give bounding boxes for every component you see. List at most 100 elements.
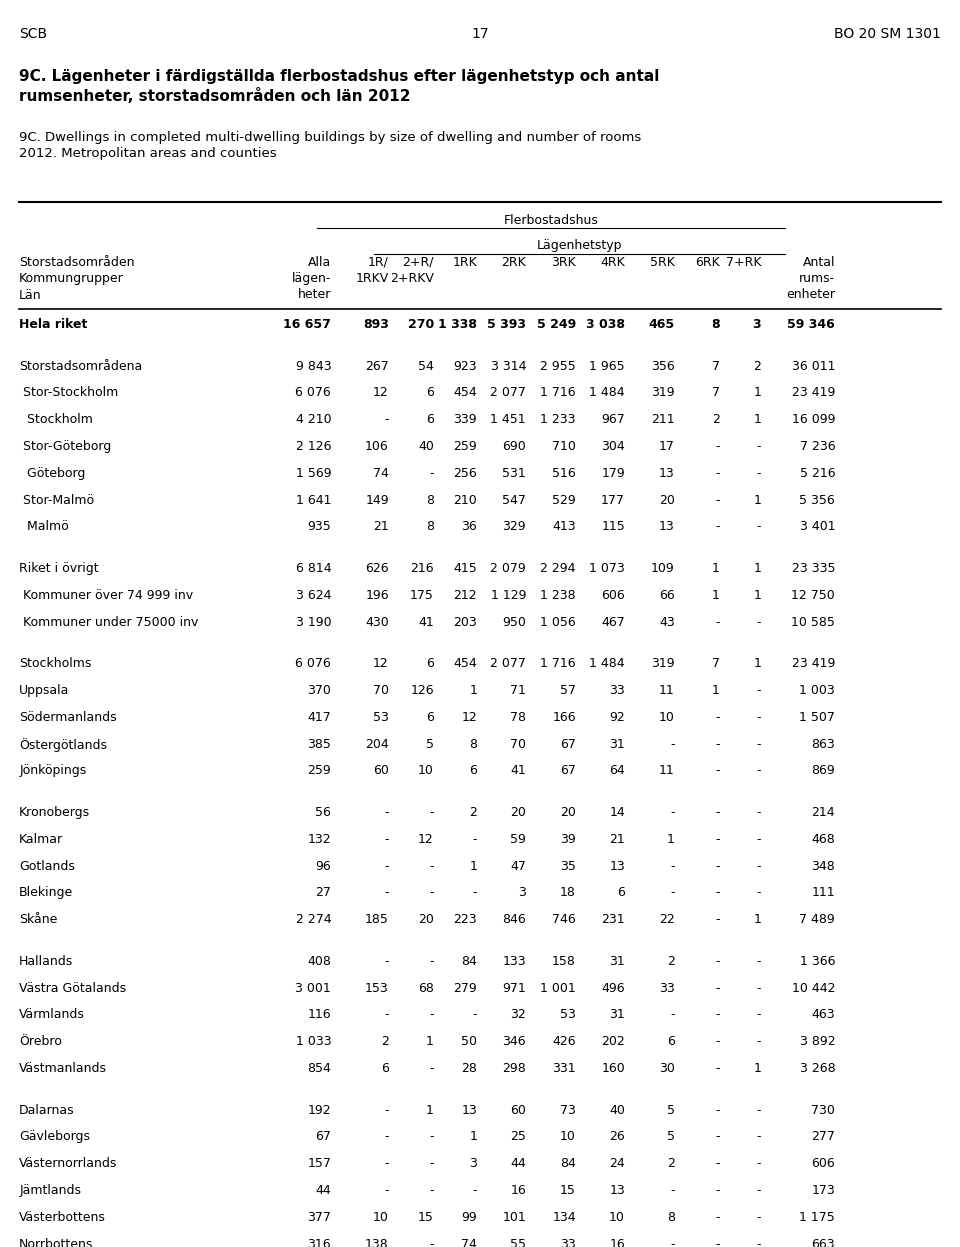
- Text: -: -: [756, 1183, 761, 1197]
- Text: Göteborg: Göteborg: [19, 466, 85, 480]
- Text: 1: 1: [754, 387, 761, 399]
- Text: -: -: [715, 1009, 720, 1021]
- Text: -: -: [715, 764, 720, 777]
- Text: -: -: [756, 711, 761, 723]
- Text: Hela riket: Hela riket: [19, 318, 87, 330]
- Text: 6: 6: [426, 657, 434, 670]
- Text: -: -: [429, 1130, 434, 1143]
- Text: 212: 212: [453, 589, 477, 602]
- Text: 192: 192: [307, 1104, 331, 1116]
- Text: 204: 204: [365, 737, 389, 751]
- Text: 158: 158: [552, 955, 576, 968]
- Text: -: -: [715, 466, 720, 480]
- Text: 223: 223: [453, 913, 477, 927]
- Text: 2RK: 2RK: [501, 256, 526, 268]
- Text: 346: 346: [502, 1035, 526, 1049]
- Text: 2: 2: [381, 1035, 389, 1049]
- Text: 4RK: 4RK: [600, 256, 625, 268]
- Text: 59: 59: [510, 833, 526, 845]
- Text: -: -: [715, 859, 720, 873]
- Text: 106: 106: [365, 440, 389, 453]
- Text: SCB: SCB: [19, 27, 47, 41]
- Text: 467: 467: [601, 616, 625, 628]
- Text: 5: 5: [667, 1104, 675, 1116]
- Text: -: -: [384, 887, 389, 899]
- Text: 531: 531: [502, 466, 526, 480]
- Text: 10: 10: [372, 1211, 389, 1223]
- Text: 417: 417: [307, 711, 331, 723]
- Text: -: -: [715, 913, 720, 927]
- Text: 31: 31: [610, 955, 625, 968]
- Text: 1 366: 1 366: [800, 955, 835, 968]
- Text: 2: 2: [469, 806, 477, 819]
- Text: -: -: [756, 737, 761, 751]
- Text: 70: 70: [510, 737, 526, 751]
- Text: 44: 44: [511, 1157, 526, 1170]
- Text: 54: 54: [418, 359, 434, 373]
- Text: -: -: [429, 887, 434, 899]
- Text: Flerbostadshus: Flerbostadshus: [504, 214, 598, 227]
- Text: 1 641: 1 641: [296, 494, 331, 506]
- Text: 16 099: 16 099: [792, 413, 835, 426]
- Text: 9C. Dwellings in completed multi-dwelling buildings by size of dwelling and numb: 9C. Dwellings in completed multi-dwellin…: [19, 131, 641, 161]
- Text: 175: 175: [410, 589, 434, 602]
- Text: 923: 923: [453, 359, 477, 373]
- Text: 1 716: 1 716: [540, 387, 576, 399]
- Text: -: -: [756, 1130, 761, 1143]
- Text: 12: 12: [373, 387, 389, 399]
- Text: Riket i övrigt: Riket i övrigt: [19, 562, 99, 575]
- Text: -: -: [472, 833, 477, 845]
- Text: 5 216: 5 216: [800, 466, 835, 480]
- Text: 41: 41: [419, 616, 434, 628]
- Text: 231: 231: [601, 913, 625, 927]
- Text: 3 001: 3 001: [296, 981, 331, 995]
- Text: 319: 319: [651, 387, 675, 399]
- Text: 893: 893: [363, 318, 389, 330]
- Text: 185: 185: [365, 913, 389, 927]
- Text: Östergötlands: Östergötlands: [19, 737, 108, 752]
- Text: 15: 15: [418, 1211, 434, 1223]
- Text: 73: 73: [560, 1104, 576, 1116]
- Text: 2+R/: 2+R/: [402, 256, 434, 268]
- Text: 2 077: 2 077: [491, 387, 526, 399]
- Text: -: -: [715, 806, 720, 819]
- Text: 30: 30: [659, 1062, 675, 1075]
- Text: -: -: [715, 737, 720, 751]
- Text: 2 079: 2 079: [491, 562, 526, 575]
- Text: -: -: [429, 859, 434, 873]
- Text: 1 451: 1 451: [491, 413, 526, 426]
- Text: -: -: [756, 955, 761, 968]
- Text: 36 011: 36 011: [792, 359, 835, 373]
- Text: 2: 2: [712, 413, 720, 426]
- Text: 5RK: 5RK: [650, 256, 675, 268]
- Text: 4 210: 4 210: [296, 413, 331, 426]
- Text: -: -: [715, 616, 720, 628]
- Text: 43: 43: [660, 616, 675, 628]
- Text: 408: 408: [307, 955, 331, 968]
- Text: 1 507: 1 507: [800, 711, 835, 723]
- Text: 3 624: 3 624: [296, 589, 331, 602]
- Text: 6 076: 6 076: [296, 657, 331, 670]
- Text: 21: 21: [373, 520, 389, 534]
- Text: 3 892: 3 892: [800, 1035, 835, 1049]
- Text: 71: 71: [510, 683, 526, 697]
- Text: -: -: [384, 833, 389, 845]
- Text: enheter: enheter: [786, 288, 835, 301]
- Text: 56: 56: [315, 806, 331, 819]
- Text: 1: 1: [712, 683, 720, 697]
- Text: 1: 1: [754, 494, 761, 506]
- Text: 863: 863: [811, 737, 835, 751]
- Text: 430: 430: [365, 616, 389, 628]
- Text: Jönköpings: Jönköpings: [19, 764, 86, 777]
- Text: Dalarnas: Dalarnas: [19, 1104, 75, 1116]
- Text: 111: 111: [811, 887, 835, 899]
- Text: Gotlands: Gotlands: [19, 859, 75, 873]
- Text: Lägenhetstyp: Lägenhetstyp: [537, 239, 623, 252]
- Text: 319: 319: [651, 657, 675, 670]
- Text: 55: 55: [510, 1237, 526, 1247]
- Text: 1 238: 1 238: [540, 589, 576, 602]
- Text: 1RK: 1RK: [452, 256, 477, 268]
- Text: -: -: [384, 955, 389, 968]
- Text: 8: 8: [667, 1211, 675, 1223]
- Text: 967: 967: [601, 413, 625, 426]
